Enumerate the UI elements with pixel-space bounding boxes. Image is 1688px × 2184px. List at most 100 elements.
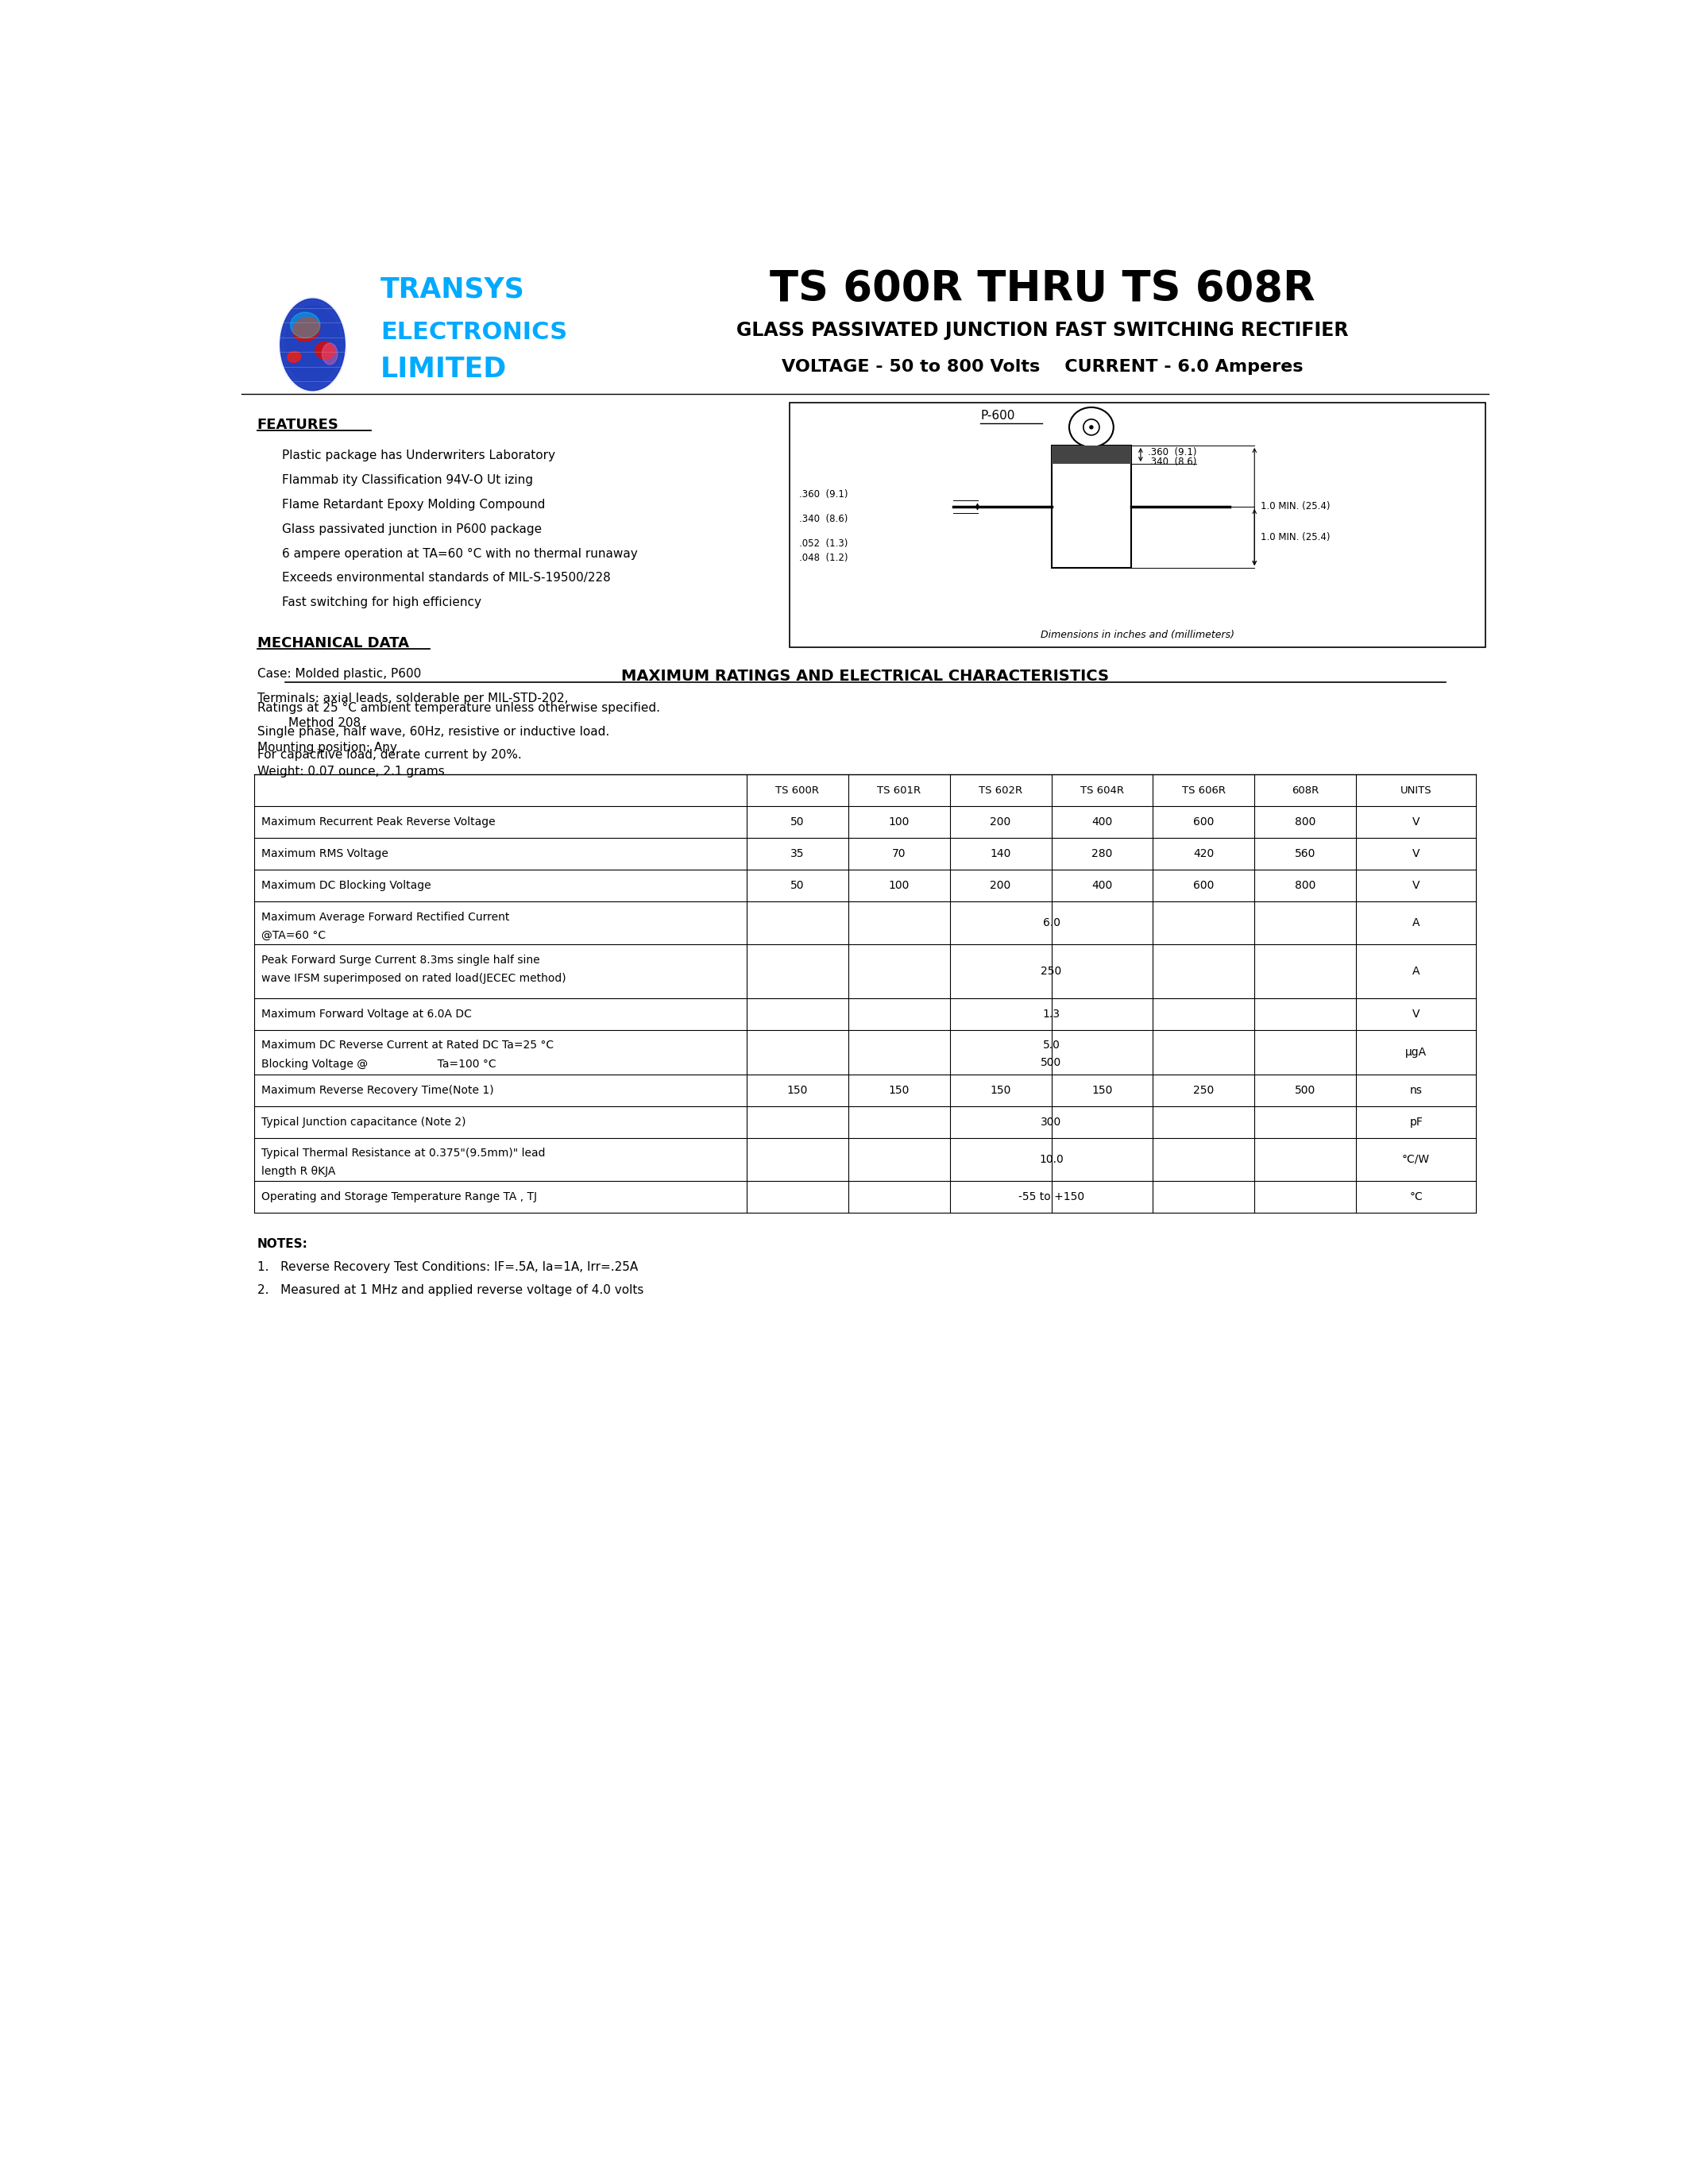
Text: Maximum DC Blocking Voltage: Maximum DC Blocking Voltage bbox=[262, 880, 430, 891]
Text: Glass passivated junction in P600 package: Glass passivated junction in P600 packag… bbox=[282, 524, 542, 535]
Text: 500: 500 bbox=[1041, 1057, 1062, 1068]
Text: V: V bbox=[1413, 880, 1420, 891]
Text: Fast switching for high efficiency: Fast switching for high efficiency bbox=[282, 596, 481, 609]
Text: pF: pF bbox=[1409, 1116, 1423, 1127]
Text: Exceeds environmental standards of MIL-S-19500/228: Exceeds environmental standards of MIL-S… bbox=[282, 572, 611, 583]
Text: NOTES:: NOTES: bbox=[257, 1238, 307, 1249]
Text: 600: 600 bbox=[1193, 817, 1214, 828]
Text: FEATURES: FEATURES bbox=[257, 417, 339, 432]
Text: 150: 150 bbox=[787, 1085, 809, 1096]
Text: 35: 35 bbox=[790, 847, 803, 860]
Text: V: V bbox=[1413, 817, 1420, 828]
Text: A: A bbox=[1413, 965, 1420, 976]
Text: 1.3: 1.3 bbox=[1043, 1009, 1060, 1020]
Text: 800: 800 bbox=[1295, 817, 1315, 828]
Text: 500: 500 bbox=[1295, 1085, 1315, 1096]
Text: 140: 140 bbox=[991, 847, 1011, 860]
Text: 560: 560 bbox=[1295, 847, 1315, 860]
Text: 800: 800 bbox=[1295, 880, 1315, 891]
Text: .048  (1.2): .048 (1.2) bbox=[798, 553, 847, 563]
Text: Terminals: axial leads, solderable per MIL-STD-202,: Terminals: axial leads, solderable per M… bbox=[257, 692, 569, 705]
Text: Maximum Reverse Recovery Time(Note 1): Maximum Reverse Recovery Time(Note 1) bbox=[262, 1085, 495, 1096]
Text: 250: 250 bbox=[1193, 1085, 1214, 1096]
Text: Plastic package has Underwriters Laboratory: Plastic package has Underwriters Laborat… bbox=[282, 450, 555, 461]
Text: 300: 300 bbox=[1041, 1116, 1062, 1127]
Text: V: V bbox=[1413, 847, 1420, 860]
Text: Flammab ity Classification 94V-O Ut izing: Flammab ity Classification 94V-O Ut izin… bbox=[282, 474, 533, 487]
Text: wave IFSM superimposed on rated load(JECEC method): wave IFSM superimposed on rated load(JEC… bbox=[262, 972, 565, 983]
Text: P-600: P-600 bbox=[981, 411, 1014, 422]
Text: 400: 400 bbox=[1092, 880, 1112, 891]
Ellipse shape bbox=[1084, 419, 1099, 435]
Text: 50: 50 bbox=[790, 880, 803, 891]
Text: 200: 200 bbox=[991, 880, 1011, 891]
Text: 150: 150 bbox=[991, 1085, 1011, 1096]
Bar bbox=[1052, 446, 1131, 463]
Text: 6.0: 6.0 bbox=[1043, 917, 1060, 928]
Ellipse shape bbox=[285, 306, 341, 384]
Text: Maximum Forward Voltage at 6.0A DC: Maximum Forward Voltage at 6.0A DC bbox=[262, 1009, 473, 1020]
Bar bbox=[1052, 446, 1131, 568]
Text: 280: 280 bbox=[1092, 847, 1112, 860]
Text: 608R: 608R bbox=[1291, 786, 1318, 795]
Text: A: A bbox=[1413, 917, 1420, 928]
Text: ns: ns bbox=[1409, 1085, 1423, 1096]
Text: Maximum DC Reverse Current at Rated DC Ta=25 °C: Maximum DC Reverse Current at Rated DC T… bbox=[262, 1040, 554, 1051]
Text: Peak Forward Surge Current 8.3ms single half sine: Peak Forward Surge Current 8.3ms single … bbox=[262, 954, 540, 965]
Text: 200: 200 bbox=[991, 817, 1011, 828]
Ellipse shape bbox=[294, 317, 321, 341]
Ellipse shape bbox=[1089, 426, 1094, 430]
Text: °C/W: °C/W bbox=[1403, 1153, 1430, 1164]
Text: TS 604R: TS 604R bbox=[1080, 786, 1124, 795]
Text: V: V bbox=[1413, 1009, 1420, 1020]
Text: 150: 150 bbox=[1092, 1085, 1112, 1096]
Text: -55 to +150: -55 to +150 bbox=[1018, 1190, 1084, 1201]
Ellipse shape bbox=[279, 297, 346, 393]
Text: Case: Molded plastic, P600: Case: Molded plastic, P600 bbox=[257, 668, 420, 679]
Text: 100: 100 bbox=[888, 880, 910, 891]
Text: Operating and Storage Temperature Range TA , TJ: Operating and Storage Temperature Range … bbox=[262, 1190, 537, 1201]
Ellipse shape bbox=[287, 352, 300, 363]
Text: Dimensions in inches and (millimeters): Dimensions in inches and (millimeters) bbox=[1040, 629, 1234, 640]
Text: MAXIMUM RATINGS AND ELECTRICAL CHARACTERISTICS: MAXIMUM RATINGS AND ELECTRICAL CHARACTER… bbox=[621, 668, 1109, 684]
Ellipse shape bbox=[280, 299, 344, 391]
Text: Maximum RMS Voltage: Maximum RMS Voltage bbox=[262, 847, 388, 860]
Text: .052  (1.3): .052 (1.3) bbox=[798, 539, 847, 548]
Text: 10.0: 10.0 bbox=[1040, 1153, 1063, 1164]
Ellipse shape bbox=[282, 301, 343, 387]
Text: µgA: µgA bbox=[1406, 1046, 1426, 1057]
Text: 70: 70 bbox=[891, 847, 906, 860]
Text: GLASS PASSIVATED JUNCTION FAST SWITCHING RECTIFIER: GLASS PASSIVATED JUNCTION FAST SWITCHING… bbox=[736, 321, 1349, 341]
Ellipse shape bbox=[290, 312, 321, 339]
Text: Method 208: Method 208 bbox=[257, 716, 361, 729]
Text: VOLTAGE - 50 to 800 Volts    CURRENT - 6.0 Amperes: VOLTAGE - 50 to 800 Volts CURRENT - 6.0 … bbox=[782, 360, 1303, 376]
Text: MECHANICAL DATA: MECHANICAL DATA bbox=[257, 636, 408, 651]
Text: LIMITED: LIMITED bbox=[380, 356, 506, 382]
Text: 1.0 MIN. (25.4): 1.0 MIN. (25.4) bbox=[1261, 502, 1330, 511]
Text: Ratings at 25 °C ambient temperature unless otherwise specified.: Ratings at 25 °C ambient temperature unl… bbox=[257, 703, 660, 714]
Text: Typical Thermal Resistance at 0.375"(9.5mm)" lead: Typical Thermal Resistance at 0.375"(9.5… bbox=[262, 1147, 545, 1160]
Text: 150: 150 bbox=[888, 1085, 910, 1096]
Text: .340  (8.6): .340 (8.6) bbox=[1148, 456, 1197, 467]
Text: TS 600R: TS 600R bbox=[775, 786, 819, 795]
Text: Single phase, half wave, 60Hz, resistive or inductive load.: Single phase, half wave, 60Hz, resistive… bbox=[257, 725, 609, 738]
Text: .340  (8.6): .340 (8.6) bbox=[798, 513, 847, 524]
Text: °C: °C bbox=[1409, 1190, 1423, 1201]
Text: TS 606R: TS 606R bbox=[1182, 786, 1225, 795]
Text: Maximum Average Forward Rectified Current: Maximum Average Forward Rectified Curren… bbox=[262, 911, 510, 922]
Text: 5.0: 5.0 bbox=[1043, 1040, 1060, 1051]
Ellipse shape bbox=[1069, 406, 1114, 448]
Text: 420: 420 bbox=[1193, 847, 1214, 860]
Text: Blocking Voltage @                    Ta=100 °C: Blocking Voltage @ Ta=100 °C bbox=[262, 1059, 496, 1070]
Text: .360  (9.1): .360 (9.1) bbox=[798, 489, 847, 500]
Text: 400: 400 bbox=[1092, 817, 1112, 828]
Text: 1.0 MIN. (25.4): 1.0 MIN. (25.4) bbox=[1261, 533, 1330, 542]
Text: 600: 600 bbox=[1193, 880, 1214, 891]
Text: TRANSYS: TRANSYS bbox=[380, 275, 525, 304]
Text: For capacitive load, derate current by 20%.: For capacitive load, derate current by 2… bbox=[257, 749, 522, 760]
Text: Mounting position: Any: Mounting position: Any bbox=[257, 743, 397, 753]
Text: 100: 100 bbox=[888, 817, 910, 828]
Text: Weight: 0.07 ounce, 2.1 grams: Weight: 0.07 ounce, 2.1 grams bbox=[257, 767, 444, 778]
Text: UNITS: UNITS bbox=[1401, 786, 1431, 795]
Ellipse shape bbox=[322, 343, 338, 365]
